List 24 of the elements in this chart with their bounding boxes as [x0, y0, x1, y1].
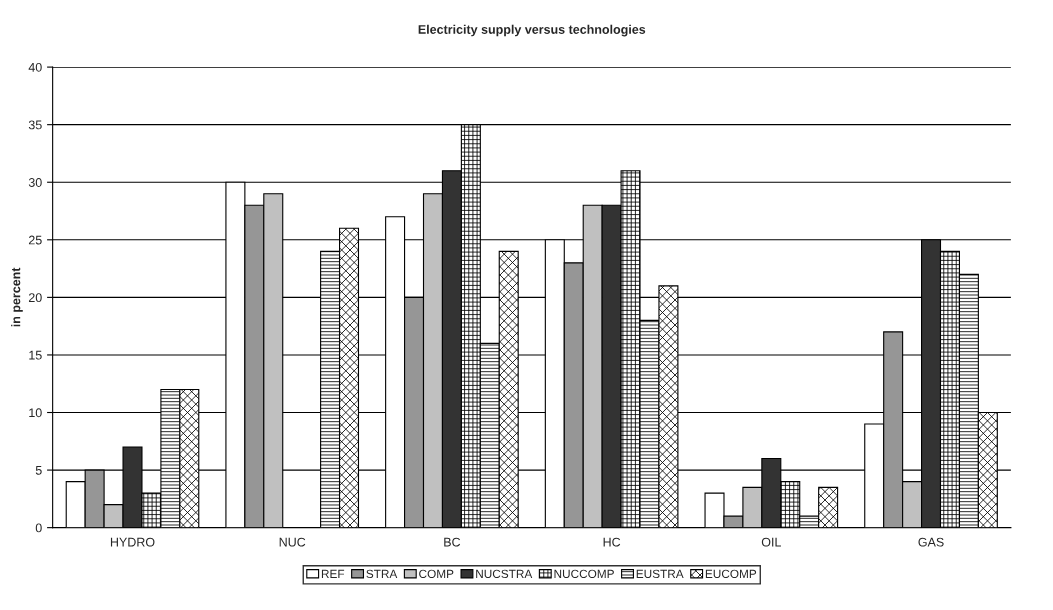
legend-label: STRA: [366, 569, 398, 578]
y-axis-title: in percent: [11, 267, 23, 327]
legend-label: EUCOMP: [705, 569, 757, 578]
chart-title: Electricity supply versus technologies: [418, 24, 646, 37]
y-tick-label: 10: [29, 408, 42, 418]
legend-label: REF: [321, 569, 345, 578]
y-tick-label: 40: [28, 62, 42, 72]
legend-label: EUSTRA: [636, 569, 684, 578]
legend-label: NUCSTRA: [476, 569, 533, 578]
x-tick-label: OIL: [761, 537, 781, 547]
y-tick-label: 5: [35, 466, 42, 475]
y-tick-label: 0: [35, 523, 42, 533]
y-tick-label: 15: [29, 350, 42, 360]
y-tick-label: 20: [28, 293, 42, 303]
y-tick-label: 35: [28, 120, 42, 130]
y-tick-label: 30: [28, 178, 42, 187]
legend-label: NUCCOMP: [554, 569, 614, 578]
x-tick-label: GAS: [918, 537, 944, 547]
x-tick-label: HC: [603, 537, 621, 547]
legend-label: COMP: [419, 569, 454, 578]
y-tick-label: 25: [28, 235, 42, 245]
x-tick-label: NUC: [279, 537, 306, 547]
x-tick-label: HYDRO: [110, 537, 155, 547]
x-tick-label: BC: [444, 537, 461, 547]
